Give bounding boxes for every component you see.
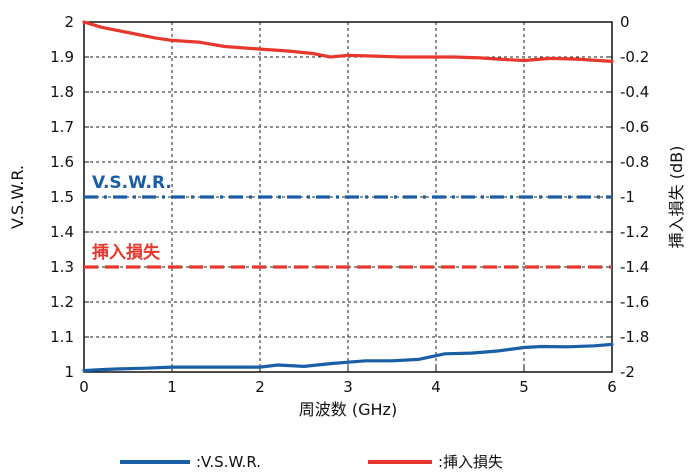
y-left-tick-label: 1.9 <box>50 48 74 66</box>
y-right-tick-label: -2 <box>620 363 635 381</box>
y-right-tick-label: -1.6 <box>620 293 649 311</box>
series-line <box>82 342 614 373</box>
y-right-tick-label: -0.4 <box>620 83 649 101</box>
y-left-axis-title: V.S.W.R. <box>8 165 27 229</box>
y-left-tick-label: 1.8 <box>50 83 74 101</box>
y-right-tick-label: -1.8 <box>620 328 649 346</box>
reference-line-label: 挿入損失 <box>92 242 161 263</box>
y-left-tick-label: 2 <box>64 13 74 31</box>
series-lines <box>82 20 614 373</box>
legend-label: :挿入損失 <box>438 453 503 471</box>
x-tick-label: 2 <box>255 378 265 396</box>
x-tick-label: 5 <box>519 378 529 396</box>
y-left-tick-label: 1.7 <box>50 118 74 136</box>
y-right-axis-title: 挿入損失 (dB) <box>667 146 686 249</box>
y-right-tick-label: -1.4 <box>620 258 649 276</box>
x-tick-label: 4 <box>431 378 441 396</box>
y-right-tick-label: -1 <box>620 188 635 206</box>
x-tick-label: 6 <box>607 378 617 396</box>
y-left-tick-label: 1.3 <box>50 258 74 276</box>
y-right-tick-label: -0.8 <box>620 153 649 171</box>
y-left-tick-label: 1.5 <box>50 188 74 206</box>
y-right-tick-label: 0 <box>620 13 630 31</box>
y-right-tick-label: -0.2 <box>620 48 649 66</box>
y-left-tick-label: 1.6 <box>50 153 74 171</box>
x-tick-label: 1 <box>167 378 177 396</box>
legend: :V.S.W.R. :挿入損失 <box>120 453 503 471</box>
y-left-tick-label: 1.2 <box>50 293 74 311</box>
reference-lines: V.S.W.R. 挿入損失 <box>84 173 612 269</box>
y-left-tick-label: 1.4 <box>50 223 74 241</box>
x-axis-title: 周波数 (GHz) <box>299 400 397 419</box>
y-left-tick-label: 1.1 <box>50 328 74 346</box>
y-left-tick-label: 1 <box>64 363 74 381</box>
legend-label: :V.S.W.R. <box>196 453 261 471</box>
y-right-tick-label: -0.6 <box>620 118 649 136</box>
x-tick-label: 3 <box>343 378 353 396</box>
tick-labels: 0 1 2 3 4 5 611.11.21.31.41.51.61.71.81.92-2-1… <box>50 13 649 396</box>
axis-titles: 周波数 (GHz) V.S.W.R. 挿入損失 (dB) <box>8 146 686 419</box>
reference-line-label: V.S.W.R. <box>92 173 172 193</box>
x-tick-label: 0 <box>79 378 89 396</box>
y-right-tick-label: -1.2 <box>620 223 649 241</box>
series-line <box>82 20 614 64</box>
